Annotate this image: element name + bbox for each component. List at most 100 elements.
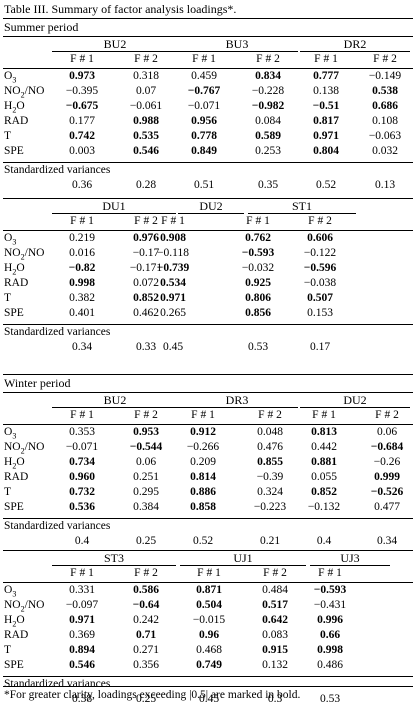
group-name: ST1 — [291, 199, 312, 213]
loading-cell: 0.886 — [190, 486, 216, 498]
rule-line — [3, 374, 413, 375]
loading-cell: 0.732 — [69, 486, 95, 498]
loading-cell: 0.998 — [69, 277, 95, 289]
loading-cell: 0.881 — [311, 456, 337, 468]
factor-header: F # 1 — [192, 53, 216, 65]
factor-header: F # 1 — [70, 567, 94, 579]
std-variances-label: Standardized variances — [4, 678, 111, 690]
loading-cell: 0.016 — [69, 247, 95, 259]
loading-cell: −0.266 — [186, 441, 220, 453]
loading-cell: 0.606 — [307, 232, 333, 244]
loading-cell: 0.369 — [69, 629, 95, 641]
loading-cell: 0.814 — [190, 471, 216, 483]
variance-cell: 0.52 — [192, 535, 214, 547]
loading-cell: 0.858 — [190, 501, 216, 513]
row-label: H2O — [4, 456, 25, 471]
loading-cell: 0.762 — [245, 232, 271, 244]
factor-header: F # 2 — [134, 567, 158, 579]
loading-cell: 0.908 — [160, 232, 186, 244]
variance-cell: 0.53 — [319, 693, 341, 705]
std-variances-label: Standardized variances — [4, 326, 111, 338]
group-name: DU2 — [343, 393, 367, 407]
group-header: ST1 — [248, 199, 356, 214]
loading-cell: −0.675 — [65, 100, 99, 112]
loading-cell: −0.739 — [156, 262, 190, 274]
row-label: SPE — [4, 307, 24, 319]
loading-cell: −0.171 — [129, 262, 163, 274]
loading-cell: 0.66 — [319, 629, 341, 641]
loading-cell: −0.122 — [303, 247, 337, 259]
loading-cell: −0.544 — [129, 441, 163, 453]
loading-cell: −0.982 — [251, 100, 285, 112]
group-header: UJ1 — [180, 551, 306, 566]
row-label: T — [4, 644, 12, 656]
loading-cell: 0.642 — [262, 614, 288, 626]
factor-header: F # 1 — [161, 215, 185, 227]
factor-header: F # 1 — [70, 215, 94, 227]
loading-cell: 0.925 — [245, 277, 271, 289]
row-label: T — [4, 292, 12, 304]
loading-cell: 0.973 — [69, 70, 95, 82]
loading-cell: 0.817 — [313, 115, 339, 127]
rule-line — [3, 686, 413, 687]
rule-line — [3, 18, 413, 19]
loading-cell: −0.596 — [303, 262, 337, 274]
group-underline — [52, 407, 178, 408]
loading-cell: 0.07 — [135, 85, 157, 97]
loading-cell: −0.593 — [241, 247, 275, 259]
loading-cell: 0.894 — [69, 644, 95, 656]
variance-cell: 0.33 — [135, 341, 157, 353]
loading-cell: 0.253 — [255, 145, 281, 157]
group-name: UJ1 — [233, 551, 253, 565]
loading-cell: −0.063 — [368, 130, 402, 142]
loading-cell: 0.084 — [255, 115, 281, 127]
loading-cell: 0.971 — [69, 614, 95, 626]
loading-cell: 0.003 — [69, 145, 95, 157]
rule-line — [3, 424, 413, 425]
loading-cell: −0.395 — [65, 85, 99, 97]
group-name: BU2 — [103, 37, 127, 51]
row-label: RAD — [4, 471, 29, 483]
loading-cell: 0.442 — [311, 441, 337, 453]
factor-header: F # 2 — [134, 53, 158, 65]
loading-cell: 0.484 — [262, 584, 288, 596]
loading-cell: 0.477 — [374, 501, 400, 513]
group-header: DU2 — [300, 393, 410, 408]
variance-cell: 0.17 — [309, 341, 331, 353]
loading-cell: 0.536 — [69, 501, 95, 513]
row-label: O3 — [4, 232, 17, 247]
row-label: NO2/NO — [4, 247, 45, 262]
group-header: BU2 — [52, 393, 178, 408]
loading-cell: 0.856 — [245, 307, 271, 319]
loading-cell: −0.228 — [251, 85, 285, 97]
loading-cell: −0.593 — [313, 584, 347, 596]
rule-line — [3, 68, 413, 69]
variance-cell: 0.52 — [315, 179, 337, 191]
loading-cell: 0.504 — [196, 599, 222, 611]
loading-cell: 0.742 — [69, 130, 95, 142]
factor-header: F # 1 — [191, 409, 215, 421]
loading-cell: 0.476 — [257, 441, 283, 453]
factor-header: F # 2 — [375, 409, 399, 421]
row-label: T — [4, 130, 12, 142]
loading-cell: 0.806 — [245, 292, 271, 304]
group-name: UJ3 — [340, 551, 360, 565]
factor-header: F # 1 — [312, 409, 336, 421]
variance-cell: 0.21 — [259, 535, 281, 547]
loading-cell: 0.996 — [317, 614, 343, 626]
period-label: Summer period — [4, 20, 79, 34]
variance-cell: 0.4 — [74, 535, 90, 547]
group-underline — [300, 51, 410, 52]
loading-cell: −0.032 — [241, 262, 275, 274]
row-label: H2O — [4, 614, 25, 629]
loading-cell: 0.813 — [311, 426, 337, 438]
factor-header: F # 2 — [308, 215, 332, 227]
period-label: Winter period — [4, 376, 71, 390]
loading-cell: −0.071 — [65, 441, 99, 453]
rule-line — [3, 582, 413, 583]
row-label: NO2/NO — [4, 85, 45, 100]
rule-line — [3, 198, 413, 199]
loading-cell: 0.849 — [191, 145, 217, 157]
variance-cell: 0.25 — [135, 535, 157, 547]
loading-cell: −0.149 — [368, 70, 402, 82]
